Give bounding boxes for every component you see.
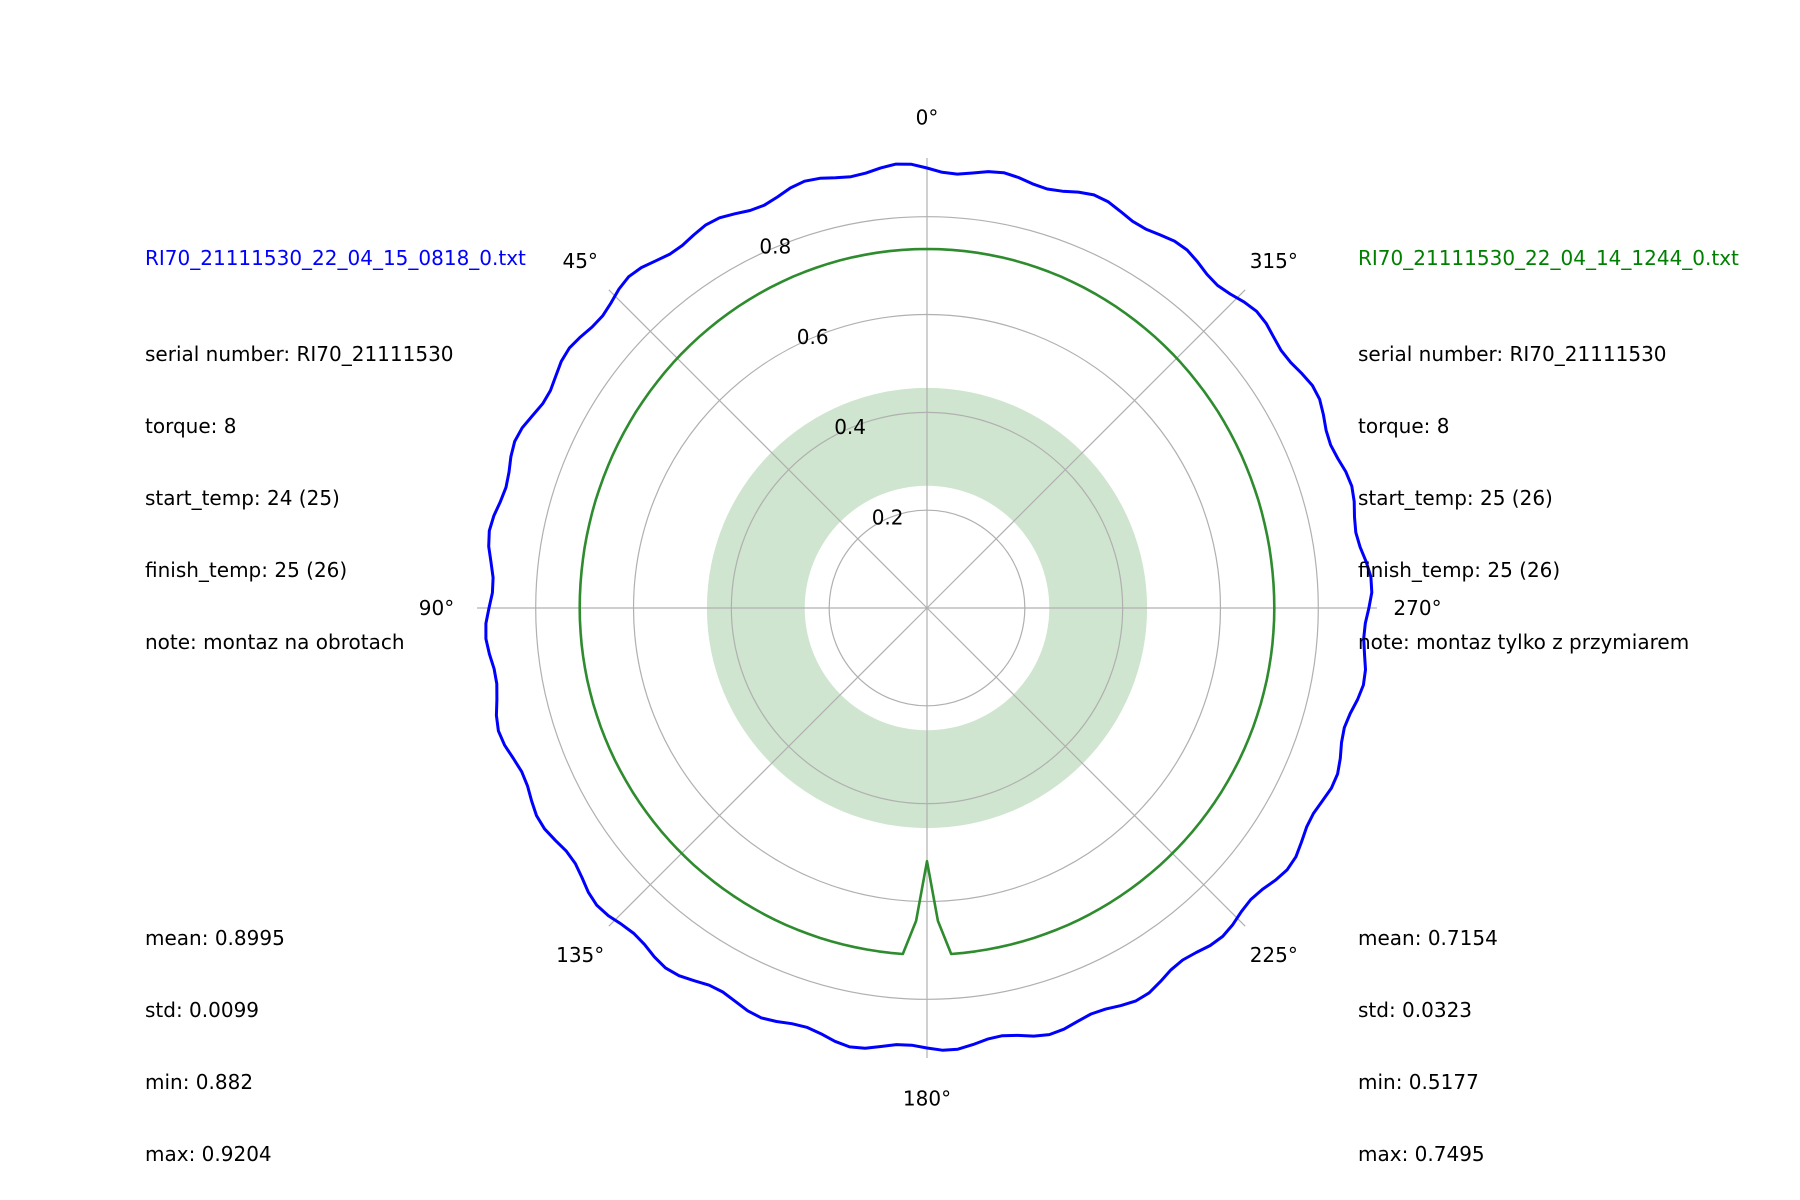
left-info-line: finish_temp: 25 (26): [145, 558, 348, 582]
angle-tick-label: 45°: [562, 249, 597, 273]
tick-layer: 0° 45° 90° 135° 180° 225° 270° 315° 0.2 0.4 0.6 0.8: [419, 106, 1442, 1111]
grid-spoke-135: [608, 607, 928, 927]
angle-tick-label: 90°: [419, 596, 454, 620]
series-line-2: [578, 247, 1276, 956]
left-info-line: serial number: RI70_21111530: [145, 342, 454, 366]
right-file-info: RI70_21111530_22_04_14_1244_0.txt serial…: [1358, 198, 1739, 678]
radial-tick-label: 0.8: [759, 235, 791, 259]
right-info-line: start_temp: 25 (26): [1358, 486, 1553, 510]
left-info-line: start_temp: 24 (25): [145, 486, 340, 510]
angle-tick-label: 135°: [556, 943, 604, 967]
grid-spoke-45: [608, 289, 928, 609]
left-stat-min: min: 0.882: [145, 1070, 254, 1094]
right-info-line: finish_temp: 25 (26): [1358, 558, 1561, 582]
left-stat-std: std: 0.0099: [145, 998, 260, 1022]
series-line-1: [484, 162, 1374, 1052]
right-info-line: note: montaz tylko z przymiarem: [1358, 630, 1690, 654]
right-stat-mean: mean: 0.7154: [1358, 926, 1498, 950]
left-stats: mean: 0.8995 std: 0.0099 min: 0.882 max:…: [145, 878, 285, 1190]
left-info-line: torque: 8: [145, 414, 237, 438]
right-filename: RI70_21111530_22_04_14_1244_0.txt: [1358, 246, 1739, 270]
right-stat-min: min: 0.5177: [1358, 1070, 1479, 1094]
right-info-line: torque: 8: [1358, 414, 1450, 438]
right-info-line: serial number: RI70_21111530: [1358, 342, 1667, 366]
right-stat-std: std: 0.0323: [1358, 998, 1473, 1022]
right-stat-max: max: 0.7495: [1358, 1142, 1485, 1166]
grid-spoke-225: [926, 607, 1246, 927]
radial-tick-label: 0.2: [872, 506, 904, 530]
left-info-line: note: montaz na obrotach: [145, 630, 405, 654]
grid-spoke-315: [926, 289, 1246, 609]
angle-tick-label: 270°: [1393, 596, 1441, 620]
angle-tick-label: 180°: [903, 1087, 951, 1111]
left-filename: RI70_21111530_22_04_15_0818_0.txt: [145, 246, 526, 270]
radial-tick-label: 0.6: [797, 325, 829, 349]
angle-tick-label: 315°: [1250, 249, 1298, 273]
angle-tick-label: 0°: [916, 106, 939, 130]
left-stat-max: max: 0.9204: [145, 1142, 272, 1166]
left-stat-mean: mean: 0.8995: [145, 926, 285, 950]
radial-tick-label: 0.4: [834, 415, 866, 439]
left-file-info: RI70_21111530_22_04_15_0818_0.txt serial…: [145, 198, 526, 678]
right-stats: mean: 0.7154 std: 0.0323 min: 0.5177 max…: [1358, 878, 1498, 1190]
series-layer: [484, 162, 1374, 1052]
grid-layer: [477, 158, 1377, 1058]
angle-tick-label: 225°: [1250, 943, 1298, 967]
